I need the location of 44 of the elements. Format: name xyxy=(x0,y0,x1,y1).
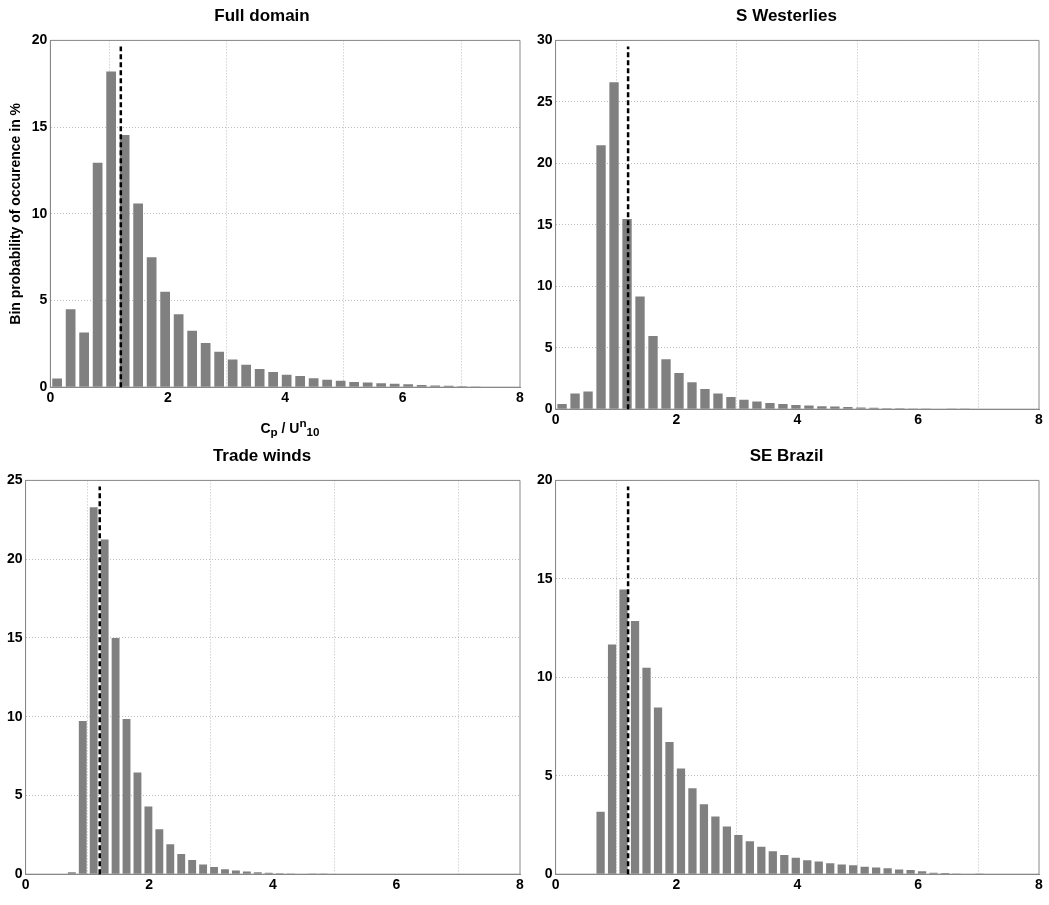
x-tick-label: 2 xyxy=(163,389,172,406)
chart-title: Trade winds xyxy=(212,445,312,465)
y-tick-label: 15 xyxy=(536,569,553,586)
y-tick-label: 25 xyxy=(6,471,23,488)
y-tick-label: 10 xyxy=(31,204,48,221)
chart-title: S Westerlies xyxy=(736,5,837,25)
chart-title: SE Brazil xyxy=(749,445,824,465)
x-tick-label: 8 xyxy=(516,389,525,406)
x-tick-label: 4 xyxy=(793,411,802,428)
x-tick-label: 8 xyxy=(1035,411,1044,428)
y-tick-label: 20 xyxy=(6,550,23,567)
y-tick-label: 5 xyxy=(39,291,48,308)
y-tick-label: 20 xyxy=(536,154,553,171)
y-tick-label: 10 xyxy=(6,707,23,724)
x-tick-label: 6 xyxy=(398,389,407,406)
y-tick-label: 5 xyxy=(544,338,553,355)
y-tick-label: 15 xyxy=(6,628,23,645)
x-tick-label: 8 xyxy=(1035,876,1044,893)
y-tick-label: 5 xyxy=(14,786,23,803)
y-tick-label: 15 xyxy=(536,215,553,232)
x-tick-label: 4 xyxy=(268,876,277,893)
y-tick-label: 5 xyxy=(544,766,553,783)
y-tick-label: 20 xyxy=(536,471,553,488)
y-axis-title: Bin probability of occurence in % xyxy=(7,102,24,325)
y-tick-label: 0 xyxy=(544,865,553,882)
x-tick-label: 2 xyxy=(672,411,681,428)
x-tick-label: 6 xyxy=(914,411,923,428)
x-tick-label: 2 xyxy=(145,876,154,893)
chart-title: Full domain xyxy=(214,5,310,25)
x-tick-label: 8 xyxy=(516,876,525,893)
x-tick-label: 6 xyxy=(392,876,401,893)
y-tick-label: 0 xyxy=(14,865,23,882)
x-tick-label: 2 xyxy=(672,876,681,893)
y-tick-label: 25 xyxy=(536,92,553,109)
y-tick-label: 20 xyxy=(31,31,48,48)
x-tick-label: 4 xyxy=(793,876,802,893)
y-tick-label: 30 xyxy=(536,31,553,48)
y-tick-label: 10 xyxy=(536,668,553,685)
y-tick-label: 0 xyxy=(39,378,48,395)
x-tick-label: 6 xyxy=(914,876,923,893)
x-tick-label: 4 xyxy=(281,389,290,406)
y-tick-label: 0 xyxy=(544,400,553,417)
y-tick-label: 10 xyxy=(536,277,553,294)
y-tick-label: 15 xyxy=(31,117,48,134)
